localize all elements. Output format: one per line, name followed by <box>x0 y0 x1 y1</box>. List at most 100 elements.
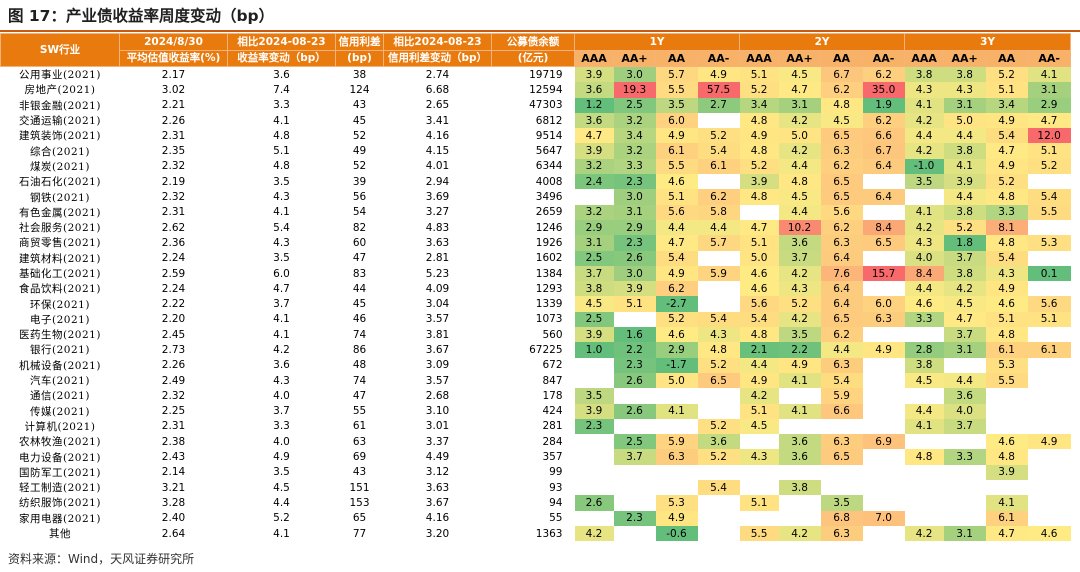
heat-cell-y2: 6.4 <box>820 250 863 266</box>
title-rule <box>0 30 1080 32</box>
heat-cell-y1: 3.7 <box>574 265 614 282</box>
header-spread: 信用利差 <box>335 33 384 51</box>
header-rating: AA+ <box>778 50 822 67</box>
heat-cell-y2: 4.4 <box>820 342 863 358</box>
spread-change: 3.10 <box>425 405 450 418</box>
industry-name: 银行(2021) <box>30 344 90 357</box>
heat-cell-y1: 4.8 <box>697 342 740 358</box>
credit-spread: 69 <box>352 451 367 464</box>
heat-cell-y2: 4.6 <box>739 281 779 297</box>
heat-cell-y3: 4.8 <box>985 189 1028 205</box>
heat-cell-y1: 2.3 <box>613 174 656 190</box>
industry-name: 石油石化(2021) <box>19 176 101 189</box>
heat-cell-y2: 6.3 <box>820 235 863 251</box>
table-row: 银行(2021) 2.73 4.2 86 3.67 67225 1.0 2.2 2.9 4.8 2.… <box>1 342 1071 358</box>
heat-cell-y3: 4.1 <box>904 418 944 435</box>
heat-cell-y2: 4.5 <box>739 418 779 435</box>
credit-spread: 48 <box>352 359 367 372</box>
heat-cell-y1 <box>698 296 740 311</box>
heat-cell-y3: 5.3 <box>1027 235 1071 251</box>
avg-yield: 2.26 <box>161 114 186 127</box>
heat-cell-y3: 3.7 <box>943 250 986 266</box>
heat-cell-y3: 5.3 <box>985 357 1028 373</box>
heat-cell-y2: 15.7 <box>862 265 905 282</box>
heat-cell-y1: 5.4 <box>697 480 740 496</box>
avg-yield: 2.20 <box>161 313 186 326</box>
heat-cell-y3: 4.3 <box>904 82 944 98</box>
table-row: 其他 2.64 4.1 77 3.20 1363 4.2 -0.6 5.5 4.2 6.3 4.2 3.… <box>1 525 1071 542</box>
heat-cell-y3: 4.4 <box>943 128 986 144</box>
bond-balance: 9514 <box>535 129 563 142</box>
table-row: 基础化工(2021) 2.59 6.0 83 5.23 1384 3.7 3.0 4.9 5.9 4… <box>1 265 1071 282</box>
heat-cell-y3 <box>905 480 944 495</box>
heat-cell-y3 <box>1028 327 1071 342</box>
table-row: 国防军工(2021) 2.14 3.5 43 3.12 99 3.9 <box>1 464 1071 481</box>
yield-change: 4.0 <box>273 389 290 402</box>
heat-cell-y2: 4.2 <box>778 112 821 129</box>
heat-cell-y3: 5.1 <box>1027 143 1071 159</box>
heat-cell-y1 <box>698 251 740 266</box>
avg-yield: 2.32 <box>161 160 186 173</box>
yield-change: 3.5 <box>273 252 290 265</box>
heat-cell-y2: 6.2 <box>820 158 863 175</box>
heat-cell-y1: 6.2 <box>655 281 698 297</box>
heat-cell-y2: 4.7 <box>739 219 779 236</box>
heat-cell-y2 <box>740 205 779 220</box>
spread-change: 5.23 <box>425 267 450 280</box>
yield-change: 4.0 <box>273 435 290 448</box>
industry-name: 食品饮料(2021) <box>19 283 101 296</box>
heat-cell-y3 <box>986 404 1028 419</box>
bond-balance: 1293 <box>535 282 563 295</box>
heat-cell-y2: 6.4 <box>862 158 905 175</box>
heat-cell-y2: 6.2 <box>820 219 863 236</box>
industry-name: 有色金属(2021) <box>19 206 101 219</box>
heat-cell-y1: 2.6 <box>613 372 656 389</box>
heat-cell-y3 <box>944 358 986 373</box>
credit-spread: 74 <box>352 374 367 387</box>
heat-cell-y2 <box>779 495 821 510</box>
credit-spread: 49 <box>352 145 367 158</box>
heat-cell-y1: 3.5 <box>574 388 614 404</box>
heat-cell-y1: 5.2 <box>697 357 740 373</box>
heat-cell-y3: 12.0 <box>1027 128 1071 144</box>
heat-cell-y3: 4.4 <box>904 128 944 144</box>
heat-cell-y1: 4.2 <box>574 525 614 542</box>
heat-cell-y2: 3.9 <box>739 174 779 190</box>
heat-cell-y1 <box>614 419 656 434</box>
avg-yield: 3.02 <box>161 83 186 96</box>
heat-cell-y3: 4.9 <box>985 112 1028 129</box>
heat-cell-y2: 8.4 <box>862 219 905 236</box>
avg-yield: 2.17 <box>161 68 186 81</box>
heat-cell-y3 <box>1028 281 1071 296</box>
table-row: 农林牧渔(2021) 2.38 4.0 63 3.37 284 2.5 5.9 3.6 3.6 6.… <box>1 434 1071 450</box>
heat-cell-y1: 2.7 <box>697 97 740 113</box>
spread-change: 3.12 <box>425 466 450 479</box>
heat-cell-y1: 5.2 <box>697 128 740 144</box>
spread-change: 3.57 <box>425 374 450 387</box>
heat-cell-y3: 5.1 <box>1027 311 1071 328</box>
table-body: 公用事业(2021) 2.17 3.6 38 2.74 19719 3.9 3.0 5.7 4.9… <box>1 66 1071 542</box>
heat-cell-y2: 3.6 <box>778 235 821 251</box>
heat-cell-y2 <box>779 465 821 480</box>
bond-balance: 1363 <box>535 527 563 540</box>
bond-balance: 99 <box>549 466 563 479</box>
heat-cell-y3 <box>944 495 986 510</box>
credit-spread: 83 <box>352 267 367 280</box>
spread-change: 4.49 <box>425 451 450 464</box>
yield-change: 4.1 <box>273 328 290 341</box>
heat-cell-y1: 57.5 <box>697 82 740 98</box>
heat-cell-y1: 3.3 <box>613 158 656 175</box>
heat-cell-y2: 5.4 <box>820 372 863 389</box>
heat-cell-y2 <box>863 358 905 373</box>
avg-yield: 2.22 <box>161 298 186 311</box>
heat-cell-y3 <box>905 511 944 526</box>
yield-change: 7.4 <box>273 83 290 96</box>
spread-change: 6.68 <box>425 83 450 96</box>
heat-cell-y2: 4.8 <box>778 174 821 190</box>
heat-cell-y3 <box>1028 419 1071 434</box>
yield-change: 3.7 <box>273 405 290 418</box>
heat-cell-y3: 3.8 <box>943 143 986 159</box>
heat-cell-y2: 4.2 <box>778 525 821 542</box>
heat-cell-y1: 3.2 <box>613 112 656 129</box>
heat-cell-y3: 3.8 <box>943 66 986 83</box>
